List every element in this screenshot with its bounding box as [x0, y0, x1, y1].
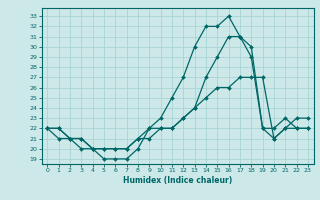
X-axis label: Humidex (Indice chaleur): Humidex (Indice chaleur) — [123, 176, 232, 185]
